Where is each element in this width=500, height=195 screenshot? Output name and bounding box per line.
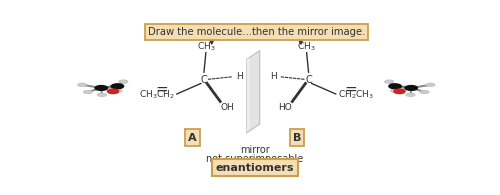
Circle shape: [396, 88, 406, 91]
Circle shape: [390, 89, 400, 93]
Circle shape: [108, 89, 118, 94]
Circle shape: [112, 89, 122, 93]
Circle shape: [84, 90, 92, 94]
Text: $\rm CH_3$: $\rm CH_3$: [196, 40, 215, 53]
Text: H: H: [270, 72, 276, 81]
Circle shape: [78, 83, 87, 87]
Text: =: =: [345, 82, 358, 97]
Circle shape: [406, 93, 415, 97]
Text: =: =: [155, 82, 168, 97]
Text: H: H: [236, 72, 243, 81]
Circle shape: [384, 80, 394, 83]
Text: C: C: [305, 75, 312, 85]
Circle shape: [394, 89, 405, 94]
Text: $\rm CH_2CH_3$: $\rm CH_2CH_3$: [338, 89, 374, 101]
Text: A: A: [188, 133, 196, 143]
Text: HO: HO: [278, 103, 291, 112]
Circle shape: [426, 83, 435, 87]
Text: B: B: [293, 133, 301, 143]
Text: not superimposable: not superimposable: [206, 154, 304, 164]
Circle shape: [118, 80, 128, 83]
Text: $\rm CH_3CH_2$: $\rm CH_3CH_2$: [139, 89, 175, 101]
Circle shape: [389, 84, 401, 89]
Polygon shape: [246, 51, 260, 133]
Text: C: C: [200, 75, 207, 85]
Circle shape: [405, 86, 417, 90]
Circle shape: [112, 84, 124, 89]
Text: OH: OH: [221, 103, 234, 112]
Circle shape: [95, 86, 108, 90]
Text: $\rm CH_3$: $\rm CH_3$: [298, 40, 316, 53]
Circle shape: [420, 90, 429, 94]
Text: mirror: mirror: [240, 145, 270, 155]
Polygon shape: [246, 58, 250, 133]
Text: enantiomers: enantiomers: [216, 163, 294, 173]
Circle shape: [98, 93, 106, 97]
Text: Draw the molecule...then the mirror image.: Draw the molecule...then the mirror imag…: [148, 27, 365, 37]
Circle shape: [107, 88, 117, 91]
